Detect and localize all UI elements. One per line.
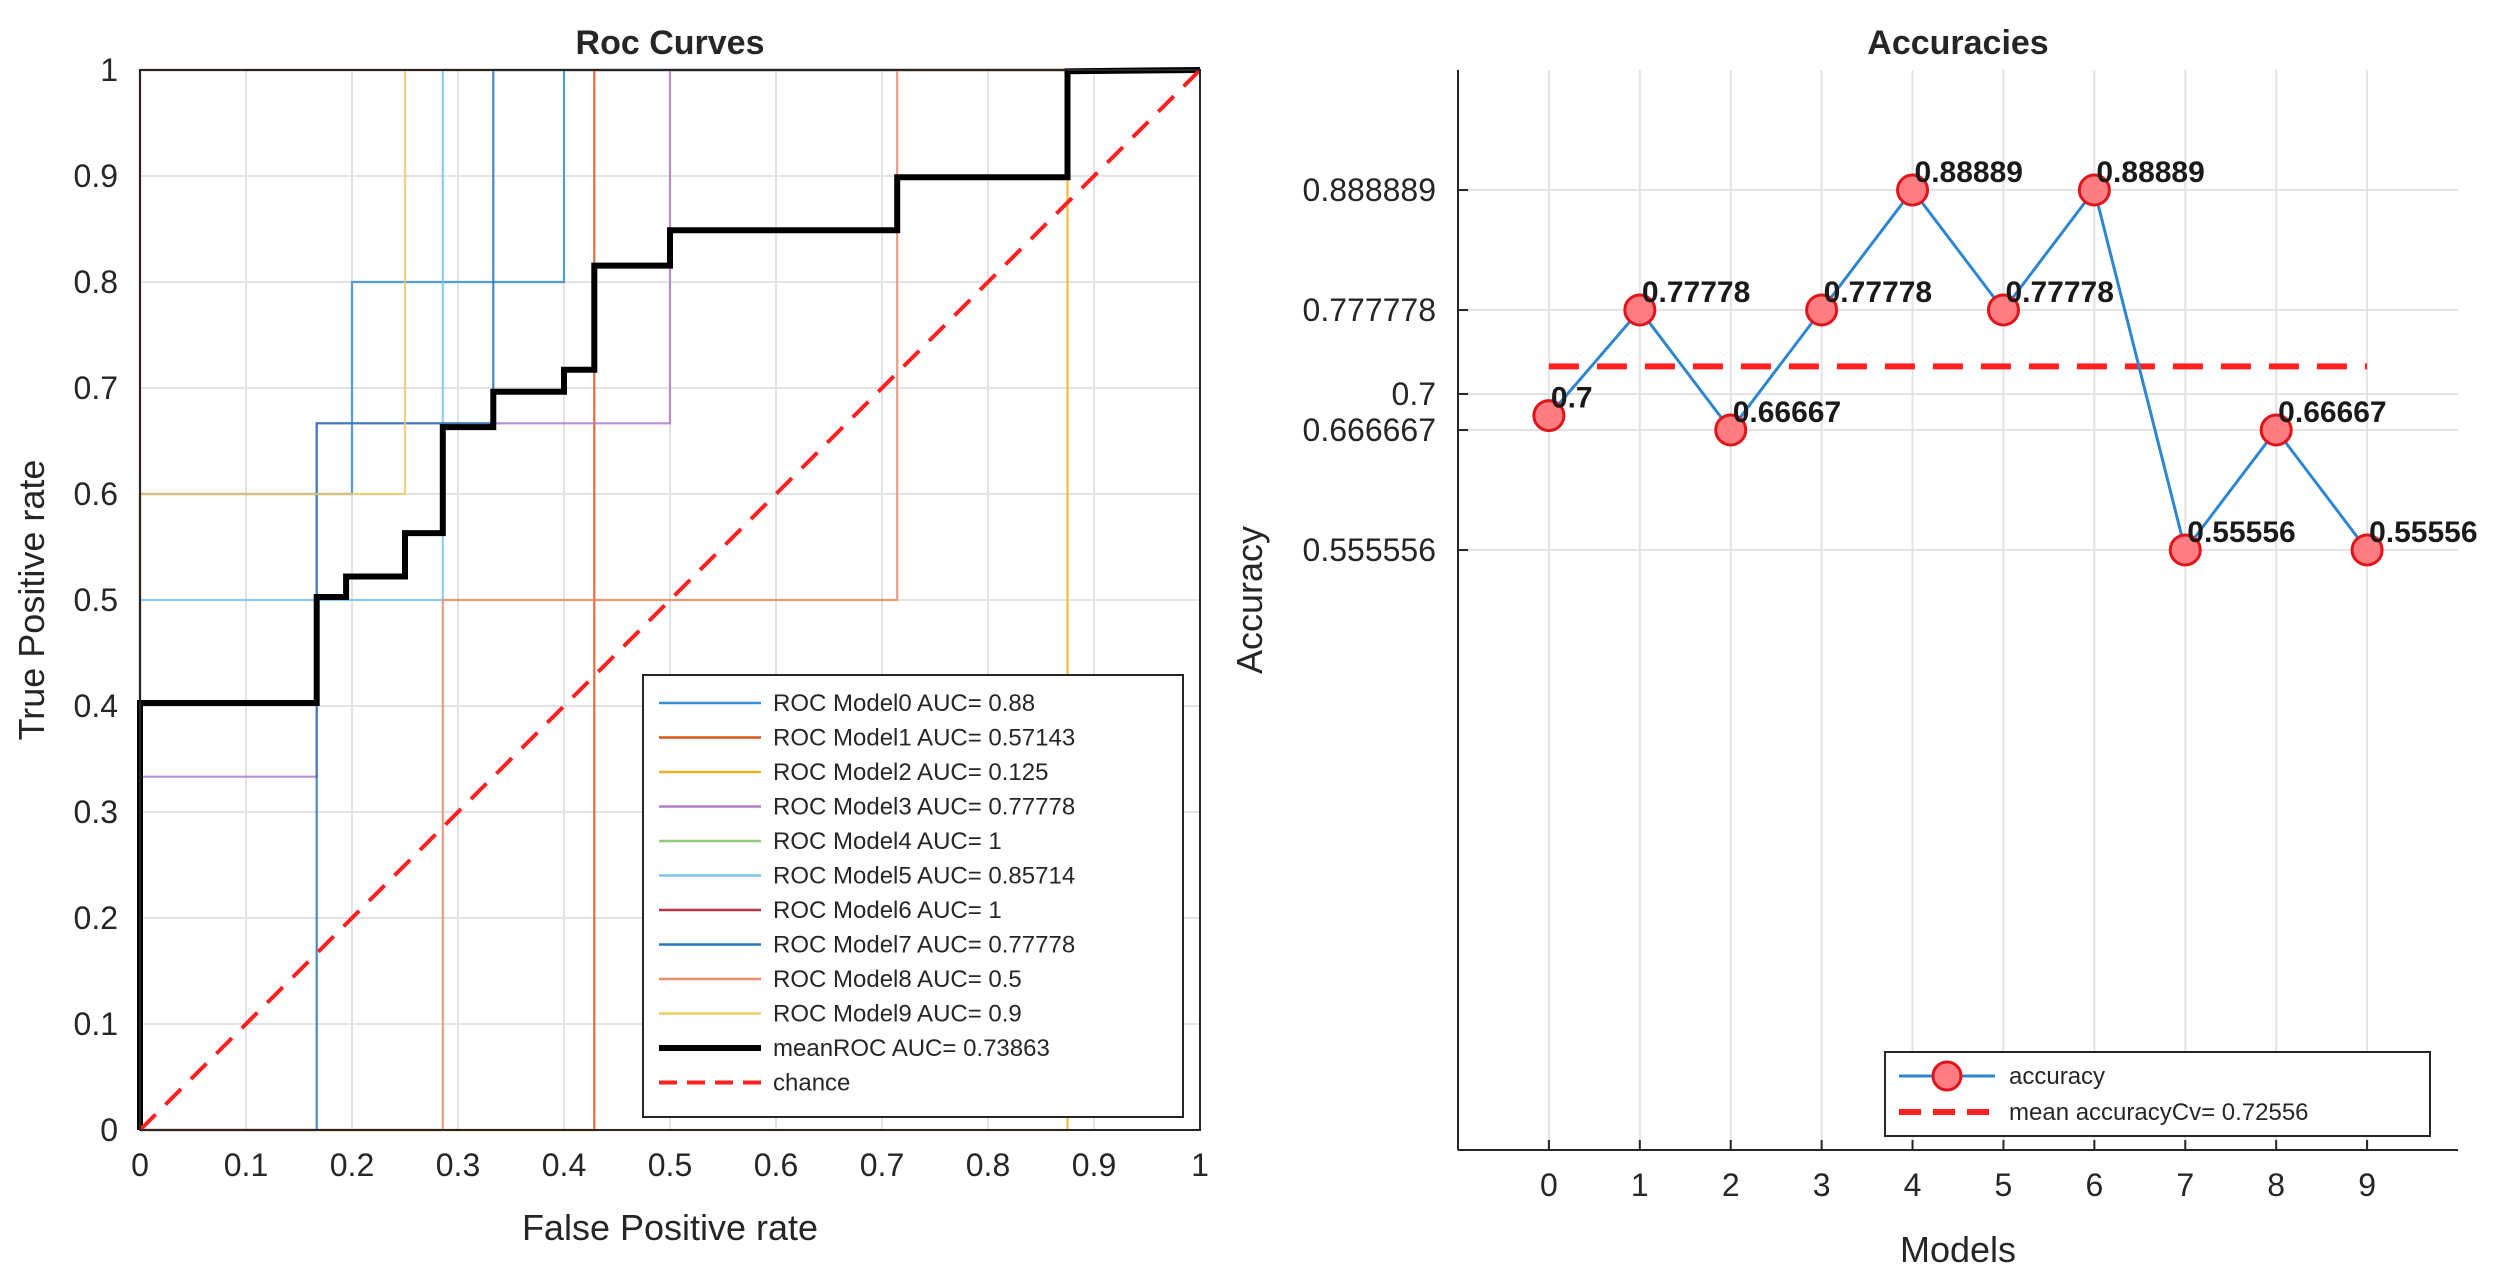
accuracy-marker xyxy=(1714,413,1748,447)
accuracy-data-labels: 0.7 0.77778 0.66667 0.77778 0.88889 0.77778 0.… xyxy=(1551,156,2478,549)
roc-y-label: True Positive rate xyxy=(11,460,52,741)
roc-x-tick-label: 0.1 xyxy=(224,1147,268,1183)
roc-y-tick-label: 0.1 xyxy=(74,1006,118,1042)
roc-legend-label: ROC Model8 AUC= 0.5 xyxy=(773,966,1022,993)
roc-legend: ROC Model0 AUC= 0.88 ROC Model1 AUC= 0.57… xyxy=(642,674,1184,1118)
accuracy-legend: accuracy mean accuracyCv= 0.72556 xyxy=(1884,1051,2431,1137)
accuracy-data-label: 0.55556 xyxy=(2187,516,2295,549)
roc-x-tick-label: 0.5 xyxy=(648,1147,692,1183)
roc-y-ticks: 0 0.1 0.2 0.3 0.4 0.5 0.6 0.7 0.8 0.9 1 xyxy=(74,52,118,1148)
accuracy-marker xyxy=(1532,399,1566,433)
accuracy-y-tick-label: 0.777778 xyxy=(1303,292,1436,328)
accuracy-y-label: Accuracy xyxy=(1229,526,1270,674)
accuracy-x-tick-label: 0 xyxy=(1540,1167,1558,1203)
roc-y-tick-label: 0.9 xyxy=(74,158,118,194)
accuracy-marker xyxy=(2168,533,2202,567)
accuracy-marker xyxy=(1896,173,1930,207)
roc-legend-label: meanROC AUC= 0.73863 xyxy=(773,1035,1050,1062)
accuracy-data-label: 0.77778 xyxy=(1642,276,1750,309)
accuracy-x-tick-label: 8 xyxy=(2267,1167,2285,1203)
roc-x-tick-label: 0.6 xyxy=(754,1147,798,1183)
accuracy-grid xyxy=(1458,70,2458,1150)
accuracy-line xyxy=(1547,186,2369,554)
roc-panel: 0 0.1 0.2 0.3 0.4 0.5 0.6 0.7 0.8 0.9 1 0 0.1 0.2 0.3… xyxy=(11,24,1209,1248)
accuracy-y-tick-label: 0.666667 xyxy=(1303,412,1436,448)
roc-y-tick-label: 0.8 xyxy=(74,264,118,300)
roc-x-tick-label: 0.4 xyxy=(542,1147,586,1183)
accuracy-x-tick-label: 1 xyxy=(1631,1167,1649,1203)
accuracy-legend-box xyxy=(1884,1051,2431,1137)
accuracy-x-label: Models xyxy=(1900,1229,2016,1270)
roc-legend-label: ROC Model4 AUC= 1 xyxy=(773,828,1002,855)
roc-x-tick-label: 1 xyxy=(1191,1147,1209,1183)
roc-y-tick-label: 0 xyxy=(100,1112,118,1148)
roc-y-tick-label: 0.2 xyxy=(74,900,118,936)
roc-y-tick-label: 0.4 xyxy=(74,688,118,724)
accuracy-marker xyxy=(2259,413,2293,447)
accuracy-x-tick-label: 4 xyxy=(1904,1167,1922,1203)
accuracy-legend-label: accuracy xyxy=(2009,1063,2105,1090)
accuracy-data-label: 0.77778 xyxy=(2005,276,2113,309)
roc-y-tick-label: 0.3 xyxy=(74,794,118,830)
accuracy-y-tick-label: 0.888889 xyxy=(1303,172,1436,208)
accuracy-panel: 0.7 0.77778 0.66667 0.77778 0.88889 0.77778 0.… xyxy=(1229,24,2478,1270)
roc-axes-box xyxy=(139,69,1201,1131)
accuracy-data-label: 0.88889 xyxy=(1915,156,2023,189)
roc-legend-label: ROC Model2 AUC= 0.125 xyxy=(773,759,1048,786)
roc-x-tick-label: 0.7 xyxy=(860,1147,904,1183)
accuracy-data-label: 0.77778 xyxy=(1824,276,1932,309)
accuracy-x-tick-label: 9 xyxy=(2358,1167,2376,1203)
accuracy-markers xyxy=(1532,173,2384,567)
accuracy-marker xyxy=(1805,293,1839,327)
roc-y-tick-label: 0.5 xyxy=(74,582,118,618)
accuracy-x-tick-label: 3 xyxy=(1813,1167,1831,1203)
accuracy-marker xyxy=(1623,293,1657,327)
roc-x-ticks: 0 0.1 0.2 0.3 0.4 0.5 0.6 0.7 0.8 0.9 1 xyxy=(131,1147,1209,1183)
accuracy-title: Accuracies xyxy=(1867,24,2048,62)
accuracy-plot-area xyxy=(1458,70,2458,1150)
accuracy-x-tick-label: 2 xyxy=(1722,1167,1740,1203)
roc-x-tick-label: 0 xyxy=(131,1147,149,1183)
roc-x-tick-label: 0.3 xyxy=(436,1147,480,1183)
roc-legend-label: chance xyxy=(773,1070,850,1097)
roc-series-line xyxy=(137,67,1201,1130)
accuracy-data-label: 0.55556 xyxy=(2369,516,2477,549)
roc-legend-label: ROC Model0 AUC= 0.88 xyxy=(773,690,1035,717)
roc-y-tick-label: 0.6 xyxy=(74,476,118,512)
roc-x-tick-label: 0.8 xyxy=(966,1147,1010,1183)
roc-legend-label: ROC Model9 AUC= 0.9 xyxy=(773,1001,1022,1028)
accuracy-data-label: 0.66667 xyxy=(1733,396,1841,429)
accuracy-data-label: 0.88889 xyxy=(2096,156,2204,189)
accuracy-y-tick-label: 0.7 xyxy=(1392,376,1436,412)
roc-legend-label: ROC Model1 AUC= 0.57143 xyxy=(773,725,1075,752)
accuracy-data-label: 0.66667 xyxy=(2278,396,2386,429)
roc-x-tick-label: 0.9 xyxy=(1072,1147,1116,1183)
mean-accuracy-legend-label: mean accuracyCv= 0.72556 xyxy=(2009,1099,2309,1126)
roc-title: Roc Curves xyxy=(576,24,765,62)
roc-legend-label: ROC Model7 AUC= 0.77778 xyxy=(773,932,1075,959)
accuracy-y-tick-label: 0.555556 xyxy=(1303,532,1436,568)
roc-y-tick-label: 1 xyxy=(100,52,118,88)
accuracy-marker xyxy=(1986,293,2020,327)
roc-x-label: False Positive rate xyxy=(522,1207,818,1248)
accuracy-x-ticks: 0 1 2 3 4 5 6 7 8 9 xyxy=(1540,1140,2376,1203)
accuracy-legend-marker xyxy=(1931,1060,1963,1092)
accuracy-x-tick-label: 7 xyxy=(2176,1167,2194,1203)
accuracy-x-tick-label: 6 xyxy=(2085,1167,2103,1203)
accuracy-marker xyxy=(2077,173,2111,207)
accuracy-marker xyxy=(2350,533,2384,567)
accuracy-lines xyxy=(1547,186,2369,554)
roc-x-tick-label: 0.2 xyxy=(330,1147,374,1183)
roc-legend-box xyxy=(642,674,1184,1118)
accuracy-x-tick-label: 5 xyxy=(1995,1167,2013,1203)
roc-y-tick-label: 0.7 xyxy=(74,370,118,406)
roc-legend-label: ROC Model5 AUC= 0.85714 xyxy=(773,863,1075,890)
accuracy-data-label: 0.7 xyxy=(1551,382,1593,415)
roc-legend-label: ROC Model3 AUC= 0.77778 xyxy=(773,794,1075,821)
roc-legend-label: ROC Model6 AUC= 1 xyxy=(773,897,1002,924)
